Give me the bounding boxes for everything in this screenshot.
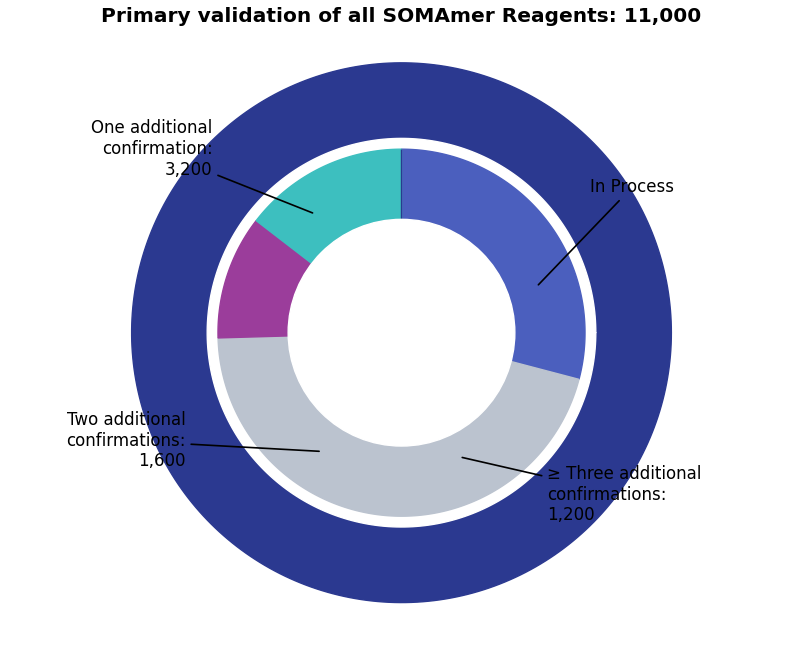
Polygon shape [401,150,585,380]
Text: ≥ Three additional
confirmations:
1,200: ≥ Three additional confirmations: 1,200 [462,458,701,525]
Polygon shape [132,63,670,603]
Title: Primary validation of all SOMAmer Reagents: 11,000: Primary validation of all SOMAmer Reagen… [101,7,701,26]
Polygon shape [256,150,401,263]
Text: One additional
confirmation:
3,200: One additional confirmation: 3,200 [91,120,312,213]
Text: Two additional
confirmations:
1,600: Two additional confirmations: 1,600 [66,411,318,471]
Polygon shape [207,138,595,527]
Polygon shape [217,220,311,338]
Circle shape [288,219,514,446]
Polygon shape [218,336,578,516]
Text: In Process: In Process [537,178,674,285]
